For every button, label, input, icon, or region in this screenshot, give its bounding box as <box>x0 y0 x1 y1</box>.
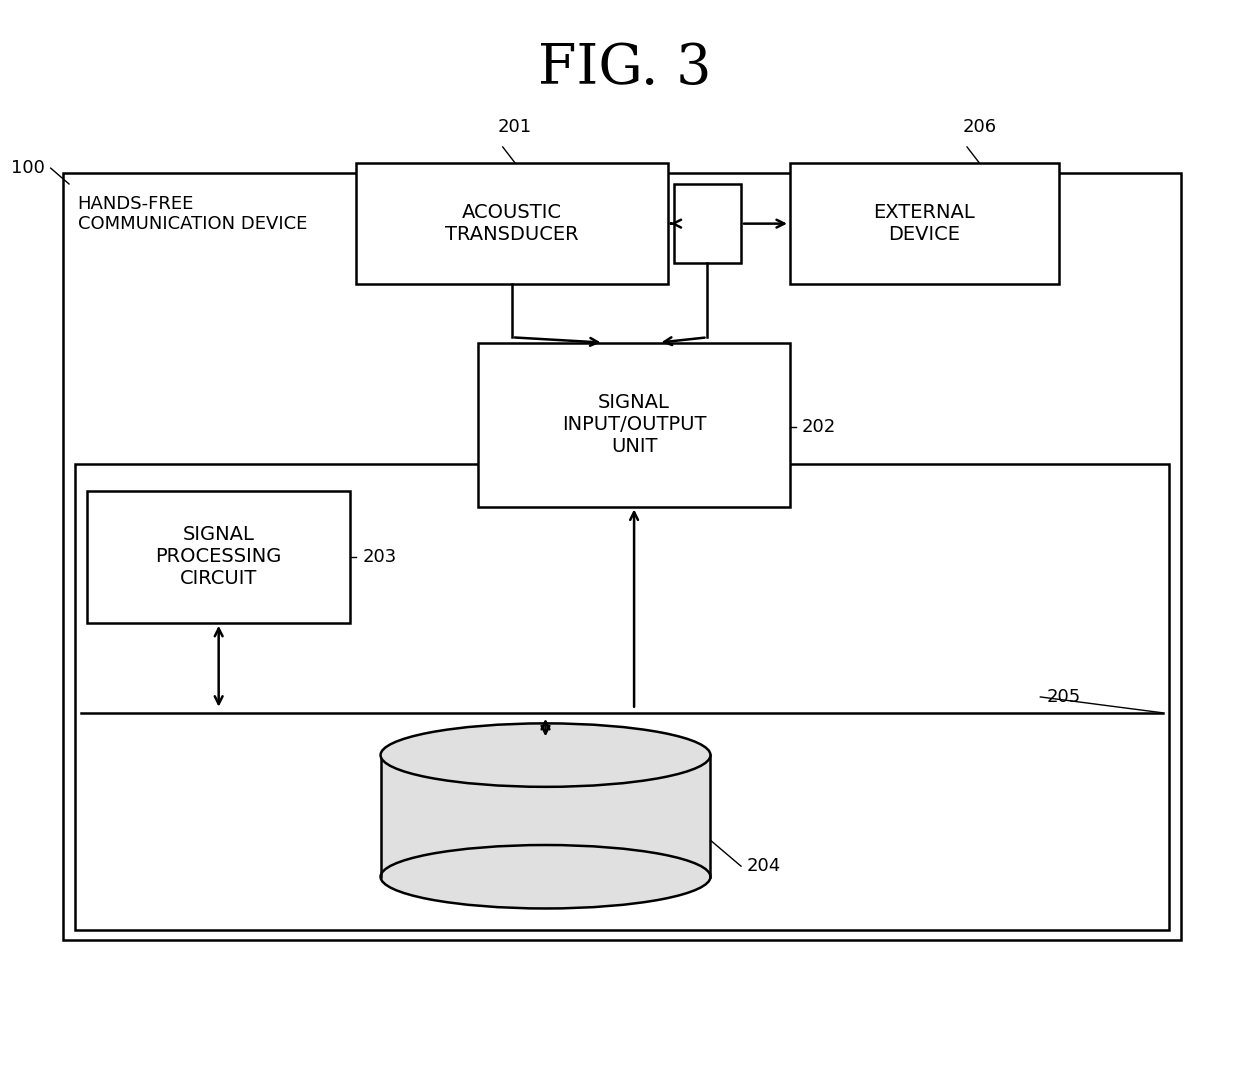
Text: ACOUSTIC
TRANSDUCER: ACOUSTIC TRANSDUCER <box>445 204 579 244</box>
Text: SIGNAL
PROCESSING
CIRCUIT: SIGNAL PROCESSING CIRCUIT <box>155 526 281 588</box>
Text: HANDS-FREE
COMMUNICATION DEVICE: HANDS-FREE COMMUNICATION DEVICE <box>78 195 308 233</box>
Text: 205: 205 <box>1047 688 1081 706</box>
Text: EXTERNAL
DEVICE: EXTERNAL DEVICE <box>873 204 975 244</box>
Text: 201: 201 <box>498 118 532 136</box>
Text: 100: 100 <box>11 159 45 177</box>
Bar <box>87 490 350 623</box>
Ellipse shape <box>381 724 711 787</box>
Text: FIG. 3: FIG. 3 <box>538 42 712 96</box>
Bar <box>479 342 790 506</box>
Text: 204: 204 <box>748 857 781 875</box>
Bar <box>76 465 1168 930</box>
Bar <box>356 163 667 285</box>
Bar <box>790 163 1059 285</box>
Text: 203: 203 <box>362 548 397 566</box>
Polygon shape <box>381 755 711 876</box>
Text: 202: 202 <box>802 418 836 436</box>
Text: SIGNAL
INPUT/OUTPUT
UNIT: SIGNAL INPUT/OUTPUT UNIT <box>562 393 707 456</box>
Text: 206: 206 <box>962 118 996 136</box>
Bar <box>63 174 1180 940</box>
Ellipse shape <box>381 845 711 908</box>
Bar <box>673 184 742 263</box>
